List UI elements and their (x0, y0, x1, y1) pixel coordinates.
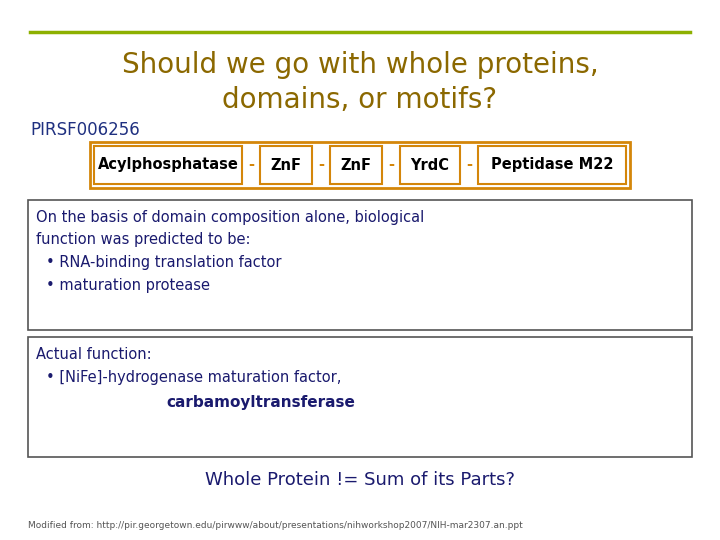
Text: • [NiFe]-hydrogenase maturation factor,: • [NiFe]-hydrogenase maturation factor, (46, 370, 341, 385)
FancyBboxPatch shape (28, 200, 692, 330)
FancyBboxPatch shape (260, 146, 312, 184)
FancyBboxPatch shape (330, 146, 382, 184)
Text: PIRSF006256: PIRSF006256 (30, 121, 140, 139)
Text: -: - (318, 158, 324, 172)
Text: function was predicted to be:: function was predicted to be: (36, 232, 251, 247)
Text: Actual function:: Actual function: (36, 347, 152, 362)
Text: Should we go with whole proteins,: Should we go with whole proteins, (122, 51, 598, 79)
Text: -: - (248, 158, 254, 172)
Text: • RNA-binding translation factor: • RNA-binding translation factor (46, 255, 282, 270)
Text: • maturation protease: • maturation protease (46, 278, 210, 293)
Text: Acylphosphatase: Acylphosphatase (98, 158, 238, 172)
Text: Whole Protein != Sum of its Parts?: Whole Protein != Sum of its Parts? (205, 471, 515, 489)
FancyBboxPatch shape (28, 337, 692, 457)
FancyBboxPatch shape (400, 146, 460, 184)
Text: Peptidase M22: Peptidase M22 (491, 158, 613, 172)
Text: On the basis of domain composition alone, biological: On the basis of domain composition alone… (36, 210, 424, 225)
Text: YrdC: YrdC (410, 158, 449, 172)
Text: Modified from: http://pir.georgetown.edu/pirwww/about/presentations/nihworkshop2: Modified from: http://pir.georgetown.edu… (28, 522, 523, 530)
Text: ZnF: ZnF (341, 158, 372, 172)
Text: -: - (466, 158, 472, 172)
FancyBboxPatch shape (478, 146, 626, 184)
Text: -: - (388, 158, 394, 172)
FancyBboxPatch shape (94, 146, 242, 184)
Text: domains, or motifs?: domains, or motifs? (222, 86, 498, 114)
Text: carbamoyltransferase: carbamoyltransferase (166, 395, 355, 410)
Text: ZnF: ZnF (271, 158, 302, 172)
